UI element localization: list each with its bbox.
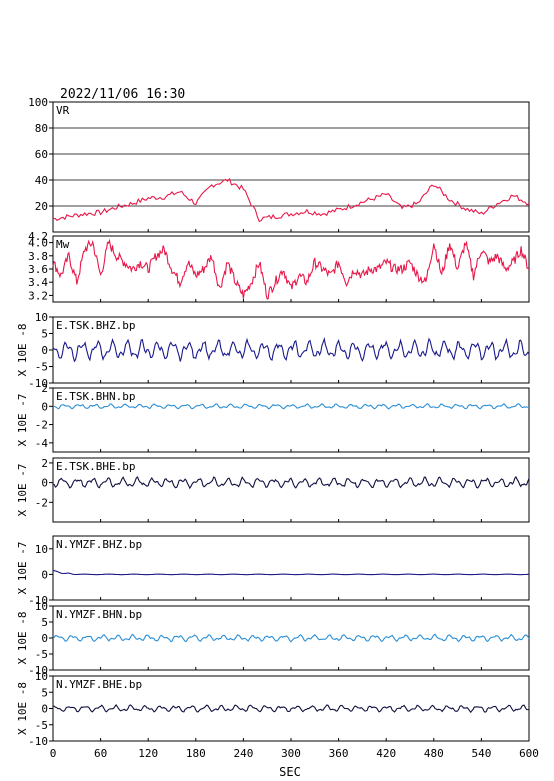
x-tick-label: 480: [424, 747, 444, 760]
series-name: N.YMZF.BHE.bp: [56, 678, 142, 691]
y-tick-label: 0: [41, 477, 48, 490]
x-tick-label: 420: [376, 747, 396, 760]
x-axis-label: SEC: [279, 765, 301, 779]
x-tick-label: 120: [138, 747, 158, 760]
series-line: [52, 633, 530, 643]
panel-frame: [52, 101, 530, 233]
panels-group: 20406080100VR3.23.43.63.84.04.2Mw-10-505…: [16, 96, 530, 748]
series-name: E.TSK.BHN.bp: [56, 390, 135, 403]
y-tick-label: 4.2: [28, 230, 48, 243]
y-axis-label: X 10E -7: [16, 542, 29, 595]
y-tick-label: 2: [41, 382, 48, 395]
y-tick-label: 40: [35, 174, 48, 187]
y-tick-label: -5: [35, 361, 48, 374]
y-tick-label: 2: [41, 457, 48, 470]
series-line: [52, 570, 529, 576]
y-tick-label: 0: [41, 400, 48, 413]
y-tick-label: 10: [35, 600, 48, 613]
panel-7: -10 -5 0 5 10 N.YMZF.BHN.bp X 10E -8: [16, 600, 530, 677]
y-tick-label: 10: [35, 670, 48, 683]
y-tick-label: 10: [35, 543, 48, 556]
y-tick-label: -5: [35, 719, 48, 732]
series-name: N.YMZF.BHZ.bp: [56, 538, 142, 551]
y-tick-label: 3.6: [28, 263, 48, 276]
panel-2: 3.23.43.63.84.04.2 Mw: [28, 230, 530, 303]
y-tick-label: 5: [41, 686, 48, 699]
series-line: [52, 177, 530, 223]
y-tick-label: -10: [28, 664, 48, 677]
x-tick-label: 60: [94, 747, 107, 760]
y-tick-label: -2: [35, 496, 48, 509]
series-name: VR: [56, 104, 70, 117]
panel-4: -4 -2 0 2 E.TSK.BHN.bp X 10E -7: [16, 382, 530, 453]
panel-6: -10 0 10 N.YMZF.BHZ.bp X 10E -7: [16, 535, 530, 607]
series-name: N.YMZF.BHN.bp: [56, 608, 142, 621]
y-tick-label: -5: [35, 648, 48, 661]
series-line: [52, 336, 530, 363]
y-tick-label: -10: [28, 377, 48, 390]
y-tick-label: 0: [41, 632, 48, 645]
y-tick-label: 20: [35, 200, 48, 213]
y-axis-label: X 10E -8: [16, 682, 29, 735]
y-tick-label: 0: [41, 344, 48, 357]
y-tick-label: 4.0: [28, 237, 48, 250]
series-line: [52, 403, 530, 410]
y-tick-label: -10: [28, 735, 48, 748]
y-axis-label: X 10E -8: [16, 324, 29, 377]
y-tick-label: 3.4: [28, 276, 48, 289]
y-tick-label: 60: [35, 148, 48, 161]
x-tick-label: 240: [233, 747, 253, 760]
x-tick-label: 540: [471, 747, 491, 760]
y-tick-label: -4: [35, 437, 49, 450]
y-axis-label: X 10E -7: [16, 394, 29, 447]
x-tick-label: 0: [50, 747, 57, 760]
x-axis: 0 60 120 180 240 300 360 420 480 540 600: [50, 747, 539, 760]
panel-8: -10 -5 0 5 10 N.YMZF.BHE.bp X 10E -8: [16, 670, 530, 748]
series-name: Mw: [56, 238, 70, 251]
x-tick-label: 360: [329, 747, 349, 760]
series-name: E.TSK.BHE.bp: [56, 460, 135, 473]
series-line: [52, 703, 530, 714]
x-tick-label: 180: [186, 747, 206, 760]
y-tick-label: 100: [28, 96, 48, 109]
y-tick-label: -2: [35, 419, 48, 432]
y-tick-label: 0: [41, 703, 48, 716]
panel-5: -2 0 2 E.TSK.BHE.bp X 10E -7: [16, 457, 530, 523]
y-axis-label: X 10E -8: [16, 612, 29, 665]
y-tick-label: 5: [41, 616, 48, 629]
timestamp-label: 2022/11/06 16:30: [60, 87, 185, 102]
y-tick-label: 5: [41, 328, 48, 341]
panel-1: 20 40 60 80 100 VR: [28, 96, 530, 233]
y-tick-label: 3.2: [28, 289, 48, 302]
x-tick-label: 600: [519, 747, 539, 760]
y-tick-label: -10: [28, 594, 48, 607]
y-tick-label: 10: [35, 311, 48, 324]
series-line: [52, 475, 530, 490]
series-name: E.TSK.BHZ.bp: [56, 319, 135, 332]
series-line: [52, 238, 530, 300]
y-axis-label: X 10E -7: [16, 464, 29, 517]
y-tick-label: 80: [35, 122, 48, 135]
panel-3: -10 -5 0 5 10 E.TSK.BHZ.bp X 10E -8: [16, 311, 530, 390]
y-tick-label: 3.8: [28, 250, 48, 263]
y-tick-label: 0: [41, 568, 48, 581]
x-tick-label: 300: [281, 747, 301, 760]
